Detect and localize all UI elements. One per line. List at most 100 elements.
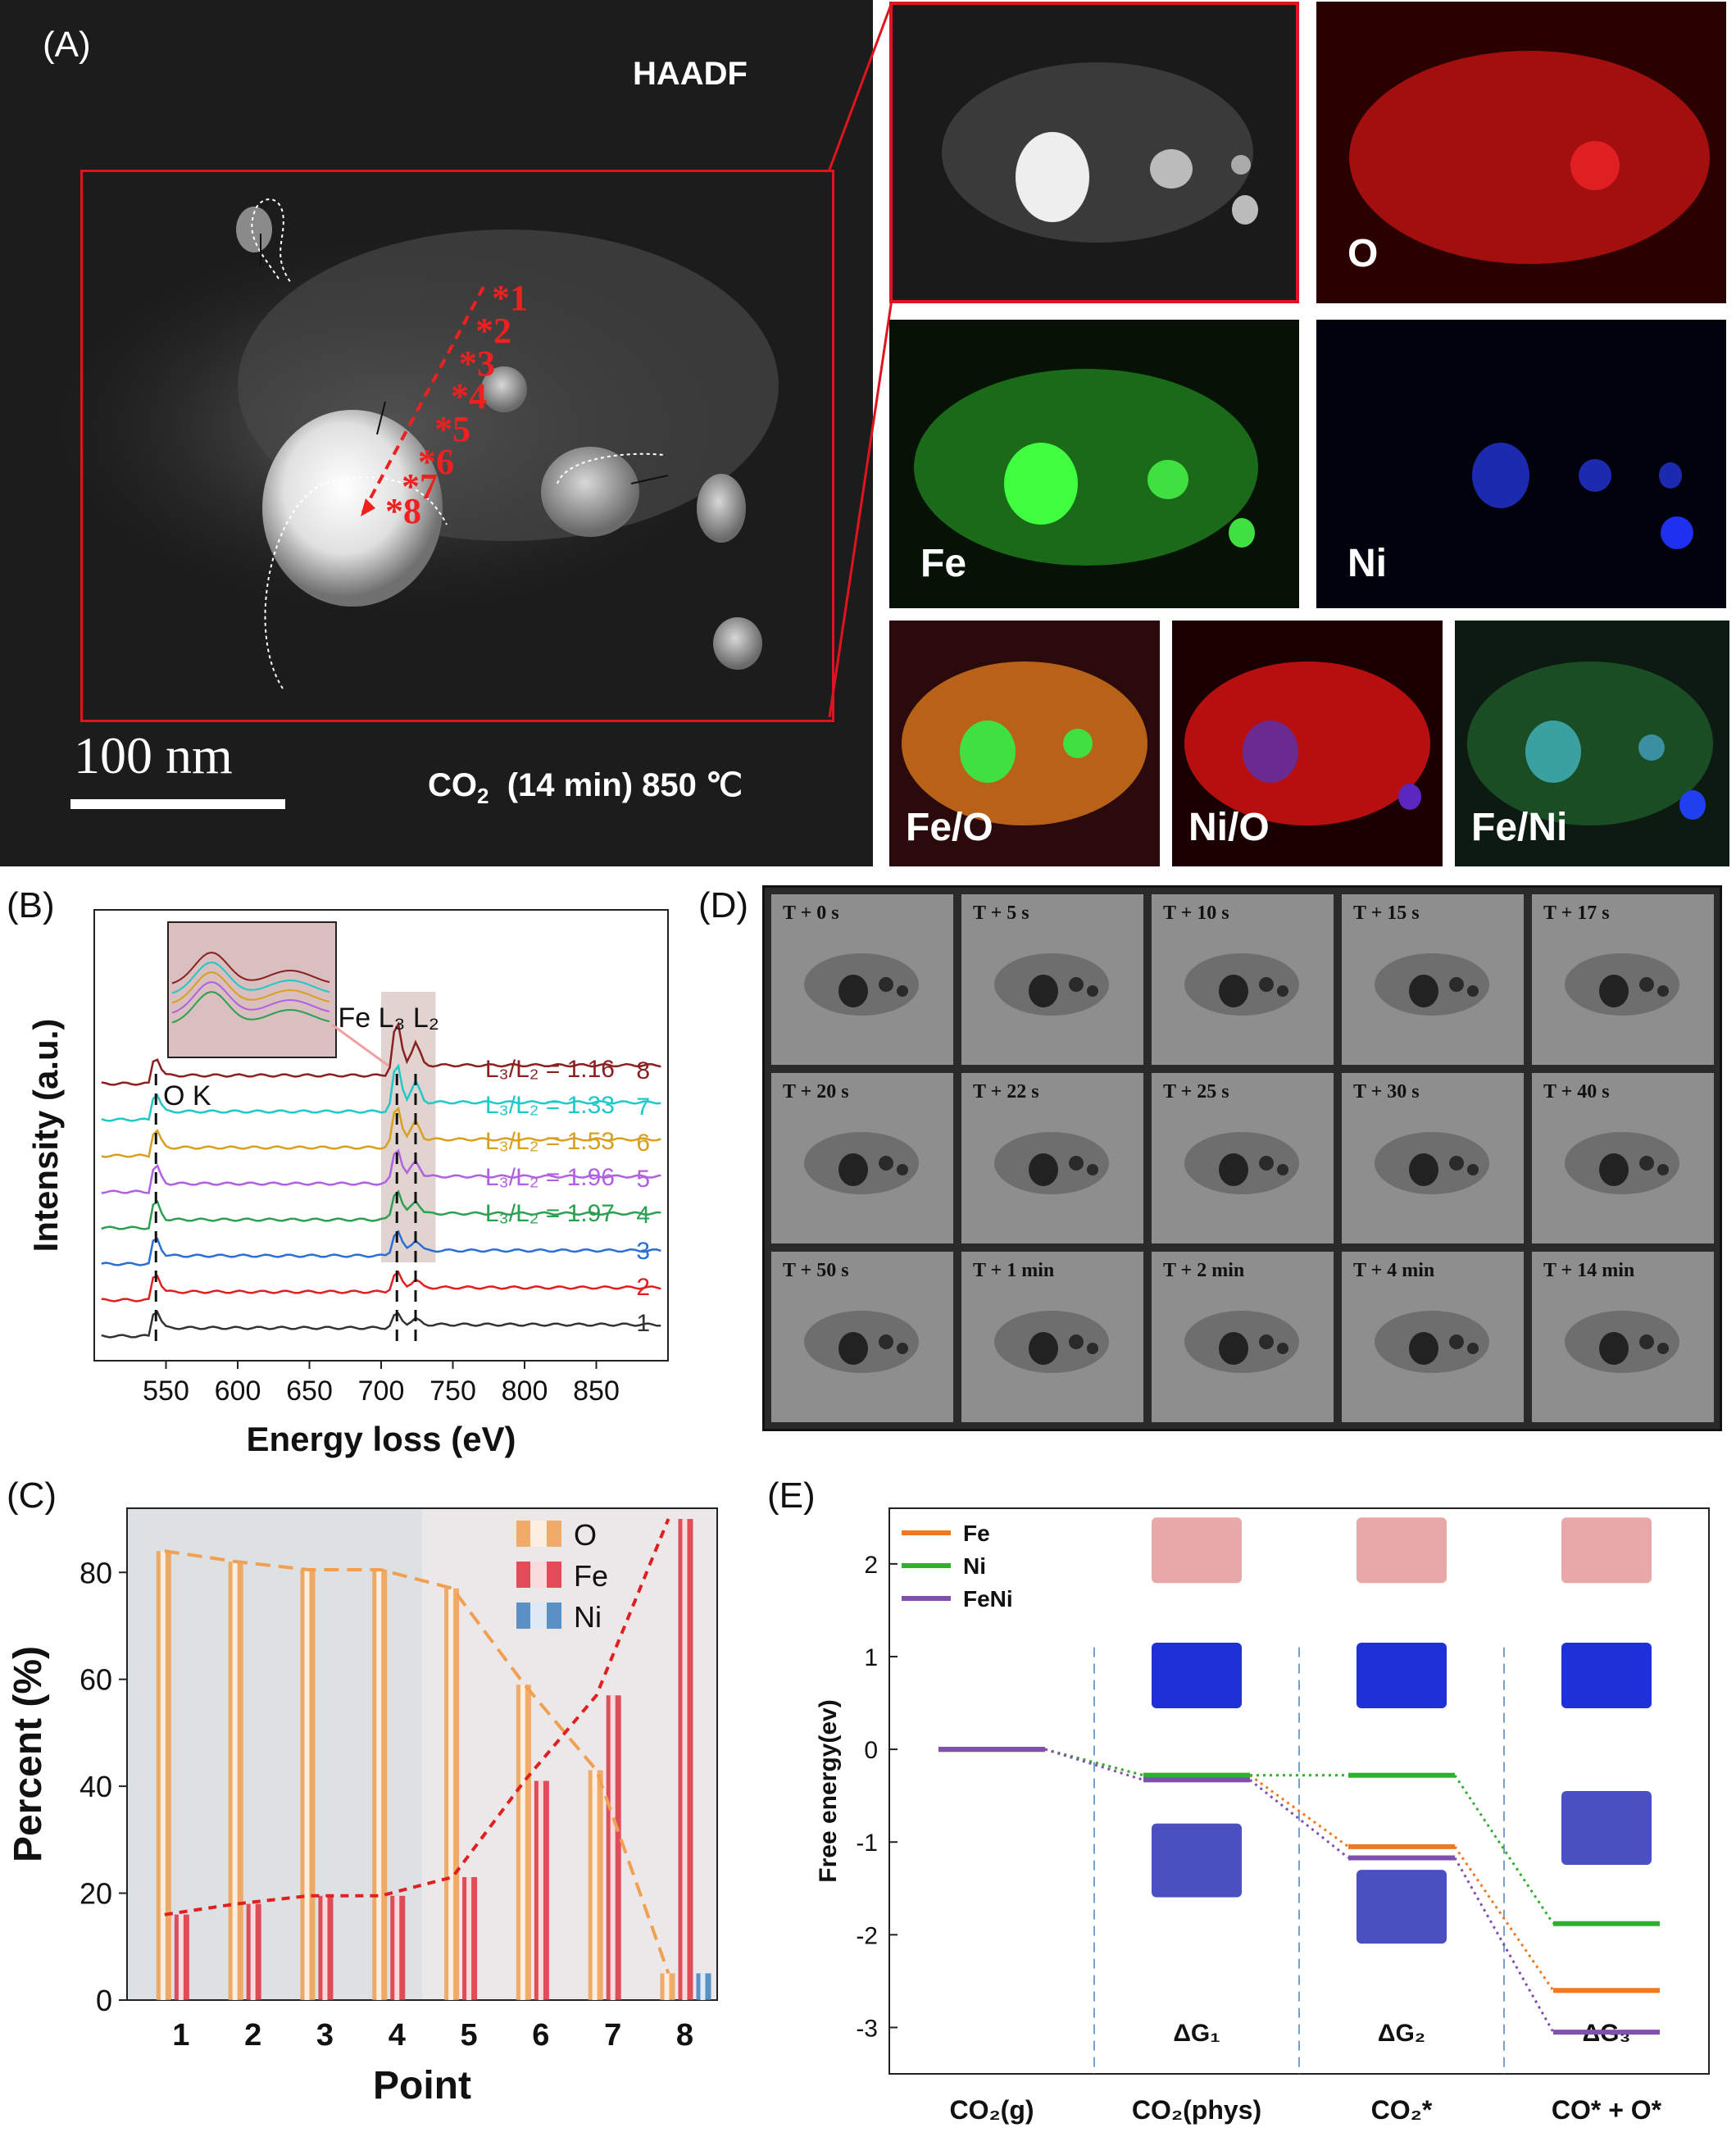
series-label: 1 [636,1310,650,1337]
x-tick-label: 650 [286,1375,333,1407]
surface-model-ni [1561,1643,1652,1709]
spectrum-line [101,1063,661,1122]
ratio-label: L₃/L₂ = 1.53 [485,1128,615,1155]
spectrum-line [101,1189,661,1230]
frame-time-label: T + 4 min [1353,1260,1435,1281]
frame-particle [1277,1343,1288,1354]
y-axis-label: Free energy(ev) [815,1699,842,1882]
bar-highlight [538,1780,543,2000]
frame-particles [804,953,919,1016]
zoom-lines [828,2,893,718]
y-axis-label: Intensity (a.u.) [26,1019,65,1253]
frame-particles [994,1132,1109,1194]
map-ni-label: Ni [1347,542,1387,585]
legend-label: O [574,1518,597,1552]
y-tick-label: 0 [96,1984,112,2017]
legend-label: Fe [574,1559,608,1593]
frame-particles [1184,1132,1299,1194]
surface-model-ni [1357,1643,1447,1709]
frame-particle [1259,977,1274,992]
panel-label-a: (A) [43,25,91,65]
x-category-label: CO₂(phys) [1132,2095,1261,2125]
bar-highlight [304,1570,310,2000]
frame-particles [1565,1311,1679,1373]
frame-particle [1467,1343,1479,1354]
frame-particles [804,1132,919,1194]
frame-particle [838,1332,868,1365]
x-tick-label: 4 [389,2018,406,2053]
x-tick-label: 750 [429,1375,476,1407]
legend-swatch-highlight [530,1562,547,1588]
bar-highlight [682,1519,688,2000]
condition-subscript: 2 [477,784,489,808]
x-tick-label: 7 [604,2018,621,2053]
legend-label: Fe [963,1521,990,1546]
map-fe-ni-label: Fe/Ni [1471,806,1568,849]
surface-model-feni [1357,1870,1447,1944]
frame-particle [1087,985,1098,997]
map-ni: Ni [1316,320,1726,608]
frame-particle [1259,1156,1274,1171]
x-tick-label: 5 [461,2018,478,2053]
series-label: 5 [636,1166,650,1193]
frame-particle [1657,1343,1669,1354]
surface-model-ni [1152,1643,1242,1709]
frame-particle [1219,1332,1248,1365]
bar-highlight [322,1895,328,2000]
bar-highlight [160,1551,166,2000]
time-frame: T + 2 min [1152,1252,1334,1422]
haadf-label: HAADF [633,56,748,92]
frame-particle [1639,977,1654,992]
point-marker: *8 [385,491,421,531]
frame-particle [1409,1153,1438,1186]
ratio-label: L₃/L₂ = 1.96 [485,1164,615,1191]
legend-label: Ni [963,1553,986,1579]
surface-model-fe [1152,1517,1242,1584]
bar-highlight [520,1684,525,2000]
panel-label-e: (E) [767,1475,816,1516]
trend-o [164,1549,670,1975]
frame-particles [1565,1132,1679,1194]
x-axis-label: Point [373,2064,471,2107]
chart-c-composition: 0 20 40 60 80 1 2 3 4 5 6 7 8 Point Percent (%) O Fe Ni [7,1507,718,2107]
y-tick-label: 40 [80,1770,112,1803]
frame-particle [879,1156,893,1171]
ratio-label: L₃/L₂ = 1.97 [485,1200,615,1227]
frame-particle [1277,1164,1288,1175]
chart-b-eels: 550 600 650 700 750 800 850 Energy loss (eV) Int… [26,909,669,1458]
inset-line [171,980,330,1014]
time-frame: T + 1 min [961,1252,1143,1422]
map-ni-o-label: Ni/O [1188,806,1270,849]
frame-particle [1449,977,1464,992]
frame-particle [1449,1334,1464,1349]
frame-particle [1087,1343,1098,1354]
frame-particle [1599,1332,1629,1365]
map-fe-ni: Fe/Ni [1455,621,1729,866]
point-marker: *3 [459,343,495,384]
panel-label-c: (C) [7,1475,57,1516]
inset-line [171,990,330,1024]
spectrum-line [101,1270,661,1303]
frame-particles [1184,1311,1299,1373]
series-label: 2 [636,1274,650,1301]
bar-highlight [610,1695,616,2000]
x-tick-label: 600 [215,1375,261,1407]
y-tick-label: 0 [864,1737,878,1764]
panel-label-d: (D) [698,885,749,925]
map-fe: Fe [889,320,1299,608]
x-category-label: CO* + O* [1552,2095,1662,2125]
frame-time-label: T + 2 min [1163,1260,1245,1281]
point-marker: *2 [475,311,511,351]
frame-particle [1599,1153,1629,1186]
frame-time-label: T + 30 s [1353,1081,1420,1103]
y-tick-label: 20 [80,1877,112,1911]
frame-particle [1069,1156,1084,1171]
inset-line [171,961,330,994]
time-frame: T + 40 s [1532,1073,1714,1243]
surface-model-fe [1561,1517,1652,1584]
frame-particle [1467,1164,1479,1175]
panel-d-frames: T + 0 s T + 5 s T + 10 s T + 15 s T + 17 s T … [762,885,1722,1431]
frame-particles [1375,953,1489,1016]
bar-highlight [376,1570,382,2000]
inset-line [171,951,330,984]
